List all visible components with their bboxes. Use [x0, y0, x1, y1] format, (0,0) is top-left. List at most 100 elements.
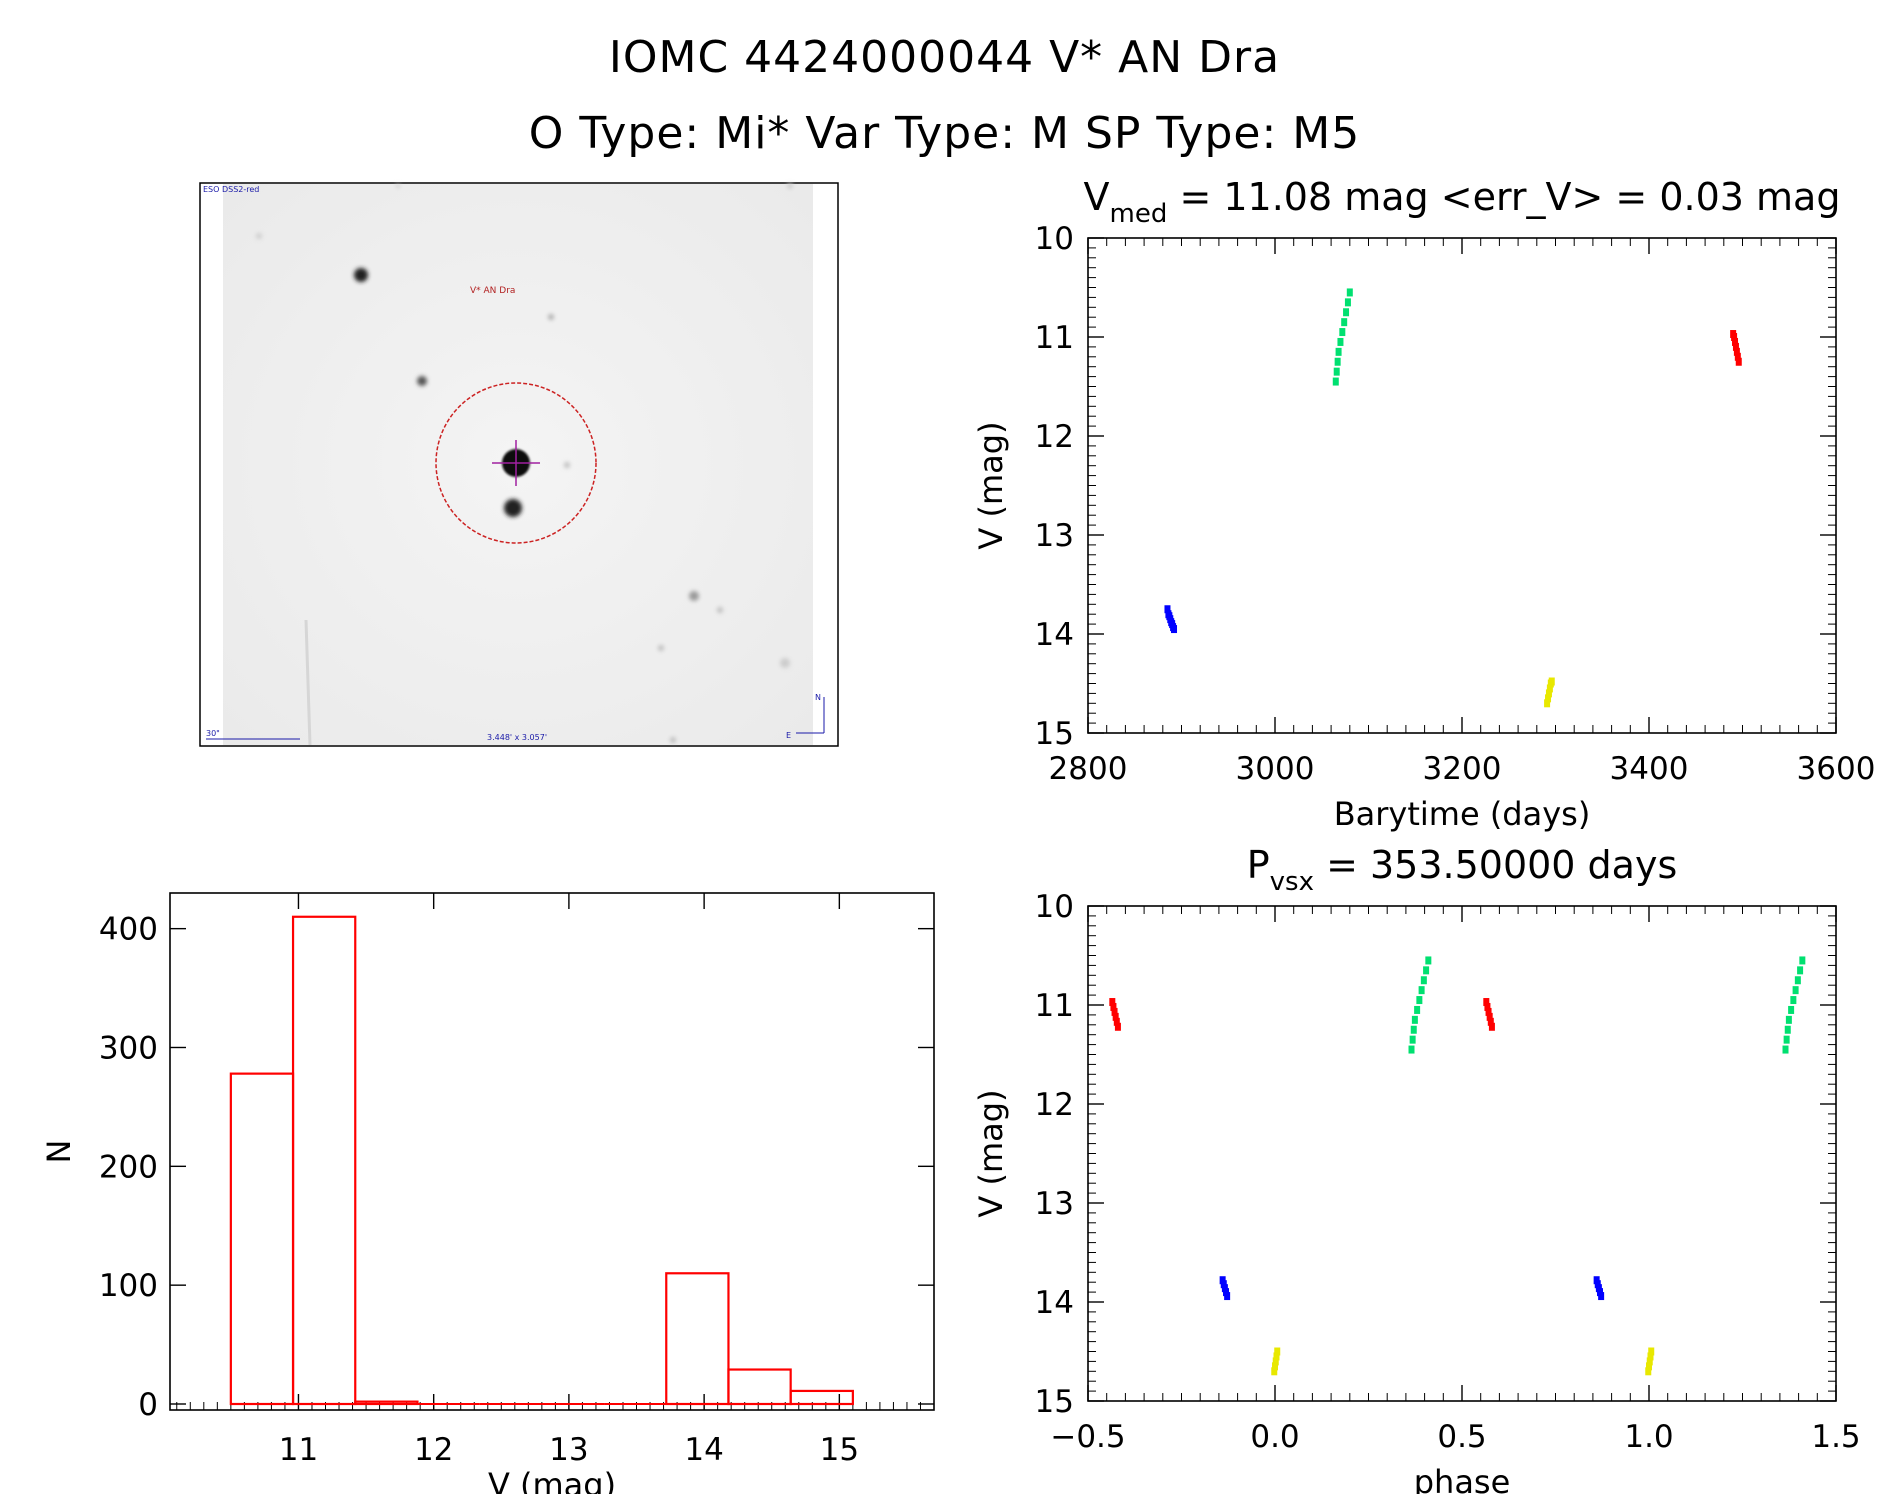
- data-point: [1544, 699, 1551, 708]
- data-point: [1783, 1035, 1790, 1044]
- data-point: [1408, 1045, 1415, 1054]
- compass-north-label: N: [815, 693, 821, 702]
- y-axis-label: V (mag): [972, 421, 1010, 549]
- data-point: [1332, 377, 1339, 386]
- data-point: [1734, 352, 1741, 361]
- data-point: [1416, 996, 1423, 1005]
- data-point: [1411, 1015, 1418, 1024]
- data-point: [1546, 684, 1553, 693]
- data-point: [1273, 1352, 1280, 1361]
- data-point: [1648, 1347, 1655, 1356]
- phased-light-curve-chart: −0.5 0.0 0.5 1.0 1.5 10 11 12 13 14 15 phase V (mag)…: [972, 843, 1861, 1494]
- data-point: [1790, 996, 1797, 1005]
- data-point: [1732, 342, 1739, 351]
- y-tick-label: 14: [1035, 617, 1074, 653]
- data-point: [1409, 1035, 1416, 1044]
- y-tick-label: 400: [99, 912, 158, 948]
- data-point: [1333, 367, 1340, 376]
- y-tick-label: 10: [1035, 221, 1074, 257]
- data-point: [1112, 1012, 1119, 1021]
- data-point: [1344, 298, 1351, 307]
- chart-title-line2: O Type: Mi* Var Type: M SP Type: M5: [528, 108, 1361, 159]
- x-tick-label: 0.5: [1437, 1419, 1486, 1455]
- y-tick-label: 11: [1035, 988, 1074, 1024]
- compass-east-label: E: [786, 731, 791, 740]
- y-tick-label: 15: [1035, 1384, 1074, 1420]
- data-point: [1114, 1022, 1121, 1031]
- scale-label: 30": [206, 729, 220, 738]
- data-point: [1731, 333, 1738, 341]
- data-point: [1334, 357, 1341, 366]
- data-point: [1548, 677, 1555, 686]
- x-tick-label: 14: [684, 1432, 723, 1468]
- data-point: [1423, 966, 1430, 975]
- y-tick-label: 13: [1035, 1186, 1074, 1222]
- x-tick-label: 15: [820, 1432, 859, 1468]
- x-tick-label: 3600: [1797, 751, 1876, 787]
- aperture-circle: [435, 382, 597, 544]
- data-point: [1271, 1367, 1278, 1376]
- y-tick-label: 11: [1035, 320, 1074, 356]
- x-tick-label: 2800: [1049, 751, 1128, 787]
- data-point: [1274, 1347, 1281, 1356]
- target-label: V* AN Dra: [470, 286, 515, 296]
- chart-title-line1: IOMC 4424000044 V* AN Dra: [608, 32, 1281, 83]
- y-tick-label: 300: [99, 1030, 158, 1066]
- y-tick-label: 15: [1035, 716, 1074, 752]
- y-tick-label: 200: [99, 1149, 158, 1185]
- data-point: [1339, 328, 1346, 337]
- x-tick-label: 3400: [1610, 751, 1689, 787]
- data-point: [1647, 1352, 1654, 1361]
- data-point: [1646, 1357, 1653, 1366]
- data-point: [1483, 998, 1490, 1007]
- data-point: [1335, 347, 1342, 356]
- data-point: [1486, 1012, 1493, 1021]
- data-point: [1414, 1005, 1421, 1014]
- data-point: [1343, 308, 1350, 317]
- data-point: [1645, 1367, 1652, 1376]
- y-tick-label: 12: [1035, 419, 1074, 455]
- data-point: [1484, 1002, 1491, 1011]
- data-point: [1784, 1025, 1791, 1034]
- x-tick-label: 11: [279, 1432, 318, 1468]
- data-point: [1545, 689, 1552, 698]
- data-point: [1545, 694, 1552, 703]
- field-stars: [256, 183, 793, 743]
- x-tick-label: 0.0: [1250, 1419, 1299, 1455]
- y-tick-label: 10: [1035, 889, 1074, 925]
- data-point: [1224, 1292, 1231, 1301]
- survey-label: ESO DSS2-red: [203, 185, 259, 194]
- plot-frame: [1087, 237, 1837, 734]
- y-tick-label: 13: [1035, 518, 1074, 554]
- panel-title: Pvsx = 353.50000 days: [1247, 843, 1678, 897]
- sky-image-panel: ESO DSS2-red V* AN Dra 30" 3.448' x 3.05…: [199, 182, 839, 747]
- y-tick-label: 100: [99, 1268, 158, 1304]
- data-point: [1799, 956, 1806, 965]
- y-axis-label: V (mag): [972, 1089, 1010, 1217]
- y-tick-label: 0: [138, 1387, 158, 1423]
- magnitude-histogram: 0 100 200 300 400 11 12 13 14 15 V (mag) N: [40, 892, 935, 1494]
- data-point: [1337, 337, 1344, 346]
- data-point: [1735, 357, 1742, 366]
- x-tick-label: 3200: [1423, 751, 1502, 787]
- x-tick-label: −0.5: [1050, 1419, 1125, 1455]
- data-point: [1487, 1017, 1494, 1026]
- plot-frame: [1087, 905, 1837, 1402]
- histogram-bar: [665, 1272, 730, 1406]
- data-point: [1346, 288, 1353, 297]
- x-axis-label: phase: [1414, 1463, 1511, 1494]
- data-point: [1272, 1357, 1279, 1366]
- data-point: [1792, 986, 1799, 995]
- data-point: [1782, 1045, 1789, 1054]
- plot-frame: [169, 892, 935, 1411]
- data-point: [1410, 1025, 1417, 1034]
- data-point: [1788, 1005, 1795, 1014]
- data-point: [1485, 1007, 1492, 1016]
- x-tick-label: 1.0: [1624, 1419, 1673, 1455]
- data-point: [1110, 1002, 1117, 1011]
- data-point: [1420, 976, 1427, 985]
- data-point: [1797, 966, 1804, 975]
- y-axis-label: N: [40, 1140, 78, 1164]
- data-point: [1341, 318, 1348, 327]
